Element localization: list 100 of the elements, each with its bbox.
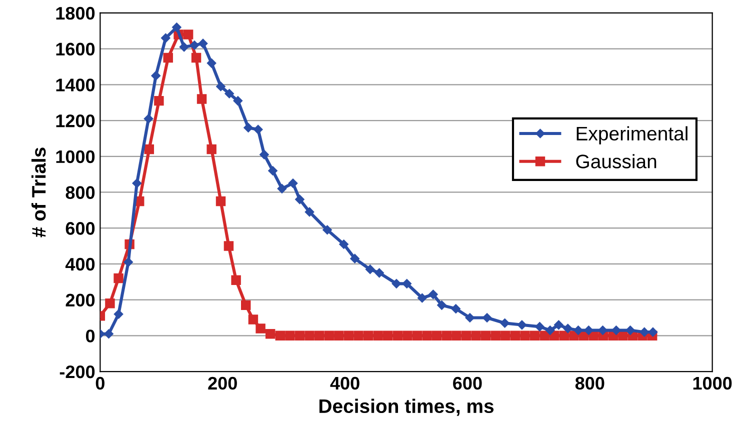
- point: [584, 326, 594, 335]
- point: [432, 330, 442, 341]
- point: [554, 320, 564, 330]
- point: [179, 42, 189, 52]
- point: [304, 207, 314, 217]
- point: [517, 320, 527, 330]
- point: [344, 330, 354, 341]
- point: [363, 330, 374, 341]
- point: [248, 314, 258, 324]
- y-tick-label: 1200: [56, 114, 95, 128]
- point: [383, 330, 393, 341]
- point: [216, 82, 226, 92]
- point: [105, 298, 115, 308]
- point: [183, 30, 194, 40]
- point: [612, 326, 621, 335]
- point: [124, 258, 133, 267]
- x-tick-label: 800: [575, 376, 604, 390]
- point: [500, 330, 510, 341]
- point: [618, 330, 628, 341]
- point: [231, 275, 241, 285]
- point: [559, 330, 570, 341]
- point: [510, 330, 520, 341]
- y-tick-label: 1600: [56, 42, 95, 56]
- point: [461, 330, 472, 341]
- point: [191, 52, 202, 63]
- point: [471, 330, 481, 341]
- point: [374, 268, 384, 278]
- point: [294, 330, 305, 341]
- point: [295, 194, 304, 204]
- point: [418, 293, 427, 303]
- x-tick-label: 0: [96, 376, 104, 390]
- point: [412, 330, 422, 341]
- point: [422, 330, 432, 341]
- point: [314, 330, 324, 341]
- y-tick-label: 200: [66, 294, 95, 307]
- point: [104, 329, 114, 338]
- point: [648, 327, 658, 337]
- point: [334, 330, 344, 341]
- point: [304, 330, 314, 341]
- point: [163, 52, 173, 63]
- point: [277, 184, 287, 194]
- point: [224, 241, 234, 251]
- point: [563, 324, 572, 334]
- point: [161, 33, 170, 43]
- y-tick-label: 1800: [56, 6, 95, 20]
- point: [275, 330, 286, 341]
- legend-label: Experimental: [576, 126, 688, 144]
- point: [265, 329, 276, 339]
- point: [206, 144, 216, 154]
- x-axis-title: Decision times, ms: [319, 398, 494, 416]
- x-tick-label: 600: [453, 376, 482, 390]
- y-tick-label: 1000: [56, 150, 95, 164]
- point: [244, 123, 253, 132]
- y-tick-label: 0: [86, 330, 95, 342]
- point: [465, 313, 475, 322]
- point: [402, 279, 412, 288]
- point: [196, 94, 207, 104]
- point: [545, 326, 555, 335]
- point: [520, 330, 530, 341]
- point: [260, 150, 269, 160]
- x-tick-label: 400: [330, 376, 360, 390]
- point: [114, 273, 124, 284]
- point: [442, 330, 452, 341]
- point: [354, 330, 364, 341]
- point: [285, 330, 295, 341]
- y-tick-label: 600: [66, 222, 95, 235]
- point: [216, 196, 226, 206]
- point: [268, 166, 278, 176]
- point: [339, 240, 348, 249]
- point: [366, 264, 375, 274]
- point: [253, 124, 263, 134]
- y-tick-label: 1400: [56, 78, 95, 92]
- point: [402, 330, 412, 341]
- y-axis-title: # of Trials: [31, 148, 46, 238]
- point: [530, 330, 540, 341]
- point: [500, 318, 510, 328]
- point: [598, 326, 608, 335]
- point: [233, 96, 243, 106]
- point: [452, 330, 462, 341]
- point: [392, 330, 403, 341]
- point: [540, 330, 550, 341]
- point: [451, 304, 460, 314]
- point: [373, 330, 383, 341]
- point: [437, 300, 446, 310]
- point: [350, 254, 360, 264]
- point: [224, 89, 234, 98]
- point: [154, 96, 164, 106]
- y-tick-label: -200: [60, 365, 95, 378]
- point: [324, 330, 334, 341]
- point: [569, 330, 579, 341]
- y-tick-label: 400: [65, 258, 95, 271]
- x-tick-label: 1000: [693, 376, 732, 390]
- point: [480, 330, 491, 341]
- point: [428, 290, 438, 300]
- point: [172, 22, 182, 32]
- legend-label: Gaussian: [576, 154, 656, 168]
- point: [190, 40, 200, 50]
- point: [151, 71, 160, 80]
- point: [490, 330, 500, 341]
- point: [256, 324, 266, 334]
